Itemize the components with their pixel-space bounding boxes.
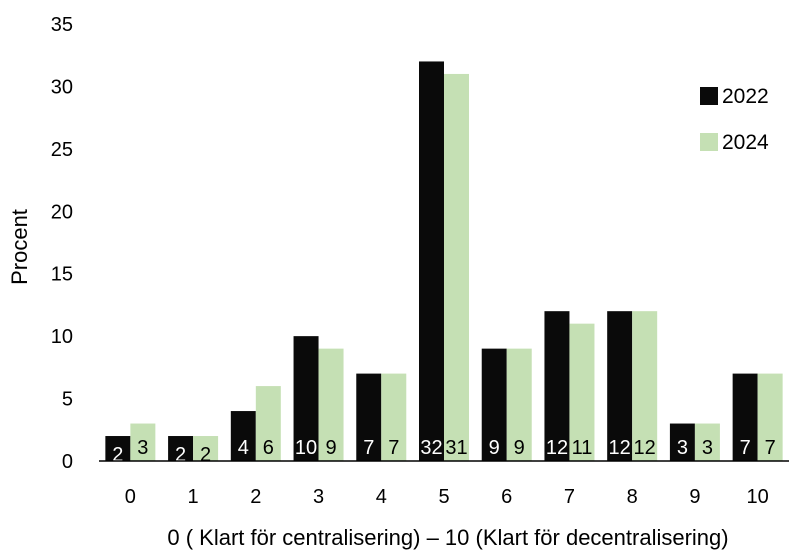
data-label-2022-2: 4: [238, 437, 249, 459]
bar-2022-8: [607, 311, 633, 461]
bar-2022-6: [481, 348, 507, 461]
x-tick-label: 4: [376, 486, 387, 508]
bar-2022-4: [356, 373, 382, 461]
bar-2024-2: [255, 386, 281, 461]
bar-2024-8: [632, 311, 658, 461]
bar-2024-0: [130, 423, 156, 461]
y-axis-ticks: 0 5 10 15 20 25 30 35: [51, 14, 73, 473]
data-label-2024-4: 7: [388, 437, 399, 459]
bar-2024-1: [193, 436, 219, 461]
y-tick-label: 15: [51, 264, 73, 286]
legend-label-2024: 2024: [722, 131, 769, 154]
data-label-2024-1: 2: [200, 444, 211, 466]
bar-2024-5: [444, 73, 469, 461]
data-label-2024-6: 9: [514, 437, 525, 459]
bar-2022-5: [419, 61, 444, 461]
bar-2022-7: [544, 311, 570, 461]
bar-2022-9: [669, 423, 695, 461]
bar-2024-9: [694, 423, 720, 461]
legend-swatch-2022: [700, 87, 718, 105]
bar-2022-10: [732, 373, 758, 461]
data-label-2022-1: 2: [175, 444, 186, 466]
data-label-2022-10: 7: [740, 437, 751, 459]
bar-2024-7: [569, 323, 595, 461]
bar-2024-10: [757, 373, 783, 461]
bar-2022-3: [293, 336, 319, 461]
legend-swatch-2024: [700, 133, 718, 151]
y-tick-label: 30: [51, 76, 73, 98]
x-tick-label: 7: [564, 486, 575, 508]
x-tick-label: 5: [438, 486, 449, 508]
data-label-2024-0: 3: [137, 437, 148, 459]
x-tick-label: 8: [627, 486, 638, 508]
bar-2024-6: [506, 348, 532, 461]
data-label-2024-3: 9: [325, 437, 336, 459]
x-tick-label: 0: [125, 486, 136, 508]
data-label-2022-8: 12: [609, 437, 631, 459]
data-label-2024-10: 7: [765, 437, 776, 459]
data-labels: 2 2 4 10 7 32 9 12 12 3 73 2 6 9 7 31 9 11 12 3 7: [112, 437, 775, 466]
legend-label-2022: 2022: [722, 85, 769, 108]
data-label-2024-8: 12: [634, 437, 656, 459]
x-axis-ticks: 0 1 2 3 4 5 6 7 8 9 10: [125, 486, 769, 508]
data-label-2022-4: 7: [363, 437, 374, 459]
y-tick-label: 25: [51, 139, 73, 161]
x-tick-label: 2: [250, 486, 261, 508]
bar-2022-1: [168, 436, 194, 461]
y-tick-label: 35: [51, 14, 73, 36]
legend: 2022 2024: [700, 85, 769, 154]
data-label-2022-3: 10: [295, 437, 317, 459]
data-label-2022-9: 3: [677, 437, 688, 459]
data-label-2022-7: 12: [546, 437, 568, 459]
data-label-2022-5: 32: [420, 437, 442, 459]
data-label-2024-5: 31: [445, 437, 467, 459]
y-tick-label: 5: [62, 389, 73, 411]
y-tick-label: 10: [51, 326, 73, 348]
x-tick-label: 9: [689, 486, 700, 508]
y-tick-label: 0: [62, 451, 73, 473]
bars: [105, 61, 783, 461]
x-tick-label: 3: [313, 486, 324, 508]
data-label-2022-0: 2: [112, 444, 123, 466]
data-label-2024-7: 11: [572, 437, 593, 459]
y-axis-label: Procent: [7, 209, 32, 285]
data-label-2022-6: 9: [489, 437, 500, 459]
x-tick-label: 1: [188, 486, 199, 508]
bar-2024-4: [381, 373, 407, 461]
data-label-2024-2: 6: [263, 437, 274, 459]
y-tick-label: 20: [51, 201, 73, 223]
bar-2024-3: [318, 348, 344, 461]
x-axis-label: 0 ( Klart för centralisering) – 10 (Klar…: [167, 525, 728, 550]
bar-2022-2: [230, 411, 256, 461]
data-label-2024-9: 3: [702, 437, 713, 459]
x-tick-label: 10: [747, 486, 769, 508]
x-tick-label: 6: [501, 486, 512, 508]
bar-2022-0: [105, 436, 131, 461]
